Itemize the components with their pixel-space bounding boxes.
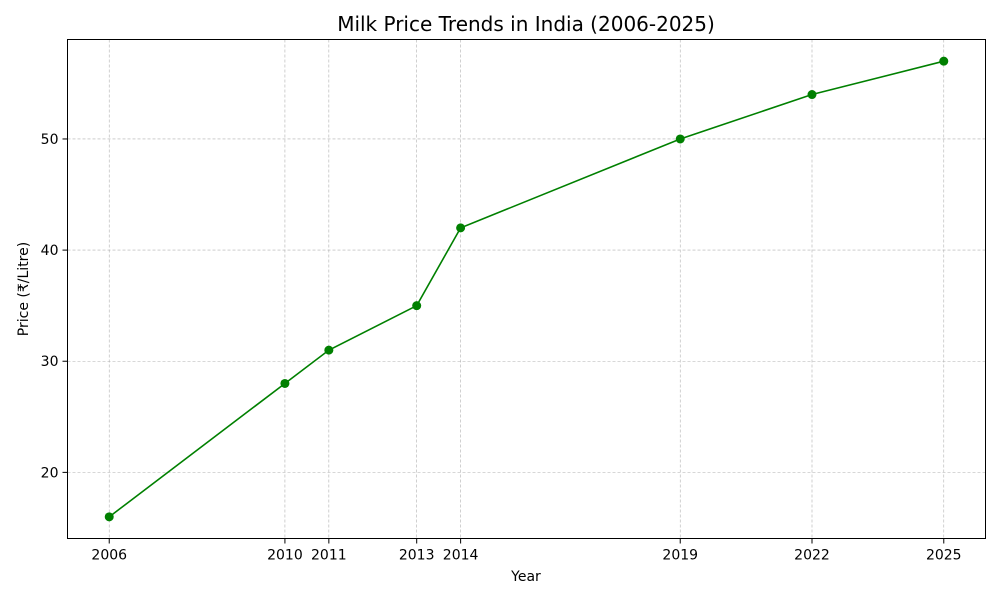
data-point (324, 345, 334, 355)
x-tick-label: 2006 (91, 548, 127, 564)
x-axis: 2006 2010 2011 2013 2014 2019 2022 2025 (91, 538, 962, 564)
data-point (104, 512, 114, 522)
series-layer (104, 56, 949, 522)
grid (67, 39, 986, 539)
y-tick-label: 50 (41, 132, 59, 148)
y-tick-label: 20 (41, 465, 59, 481)
data-point (675, 134, 685, 144)
series-line (108, 60, 944, 518)
plot-frame (67, 39, 986, 539)
x-tick-label: 2013 (399, 548, 435, 564)
y-tick-label: 30 (41, 354, 59, 370)
y-axis: 20 30 40 50 (41, 132, 68, 481)
data-point (280, 378, 290, 388)
x-tick-label: 2022 (794, 548, 830, 564)
data-point (456, 223, 466, 233)
data-point (807, 90, 817, 100)
y-tick-label: 40 (41, 243, 59, 259)
x-axis-label: Year (510, 569, 541, 585)
x-tick-label: 2011 (311, 548, 347, 564)
chart-title: Milk Price Trends in India (2006-2025) (337, 12, 715, 36)
data-point (939, 56, 949, 66)
x-tick-label: 2019 (662, 548, 698, 564)
y-axis-label: Price (₹/Litre) (16, 242, 32, 336)
x-tick-label: 2025 (926, 548, 962, 564)
data-point (412, 301, 422, 311)
x-tick-label: 2014 (443, 548, 479, 564)
x-tick-label: 2010 (267, 548, 303, 564)
